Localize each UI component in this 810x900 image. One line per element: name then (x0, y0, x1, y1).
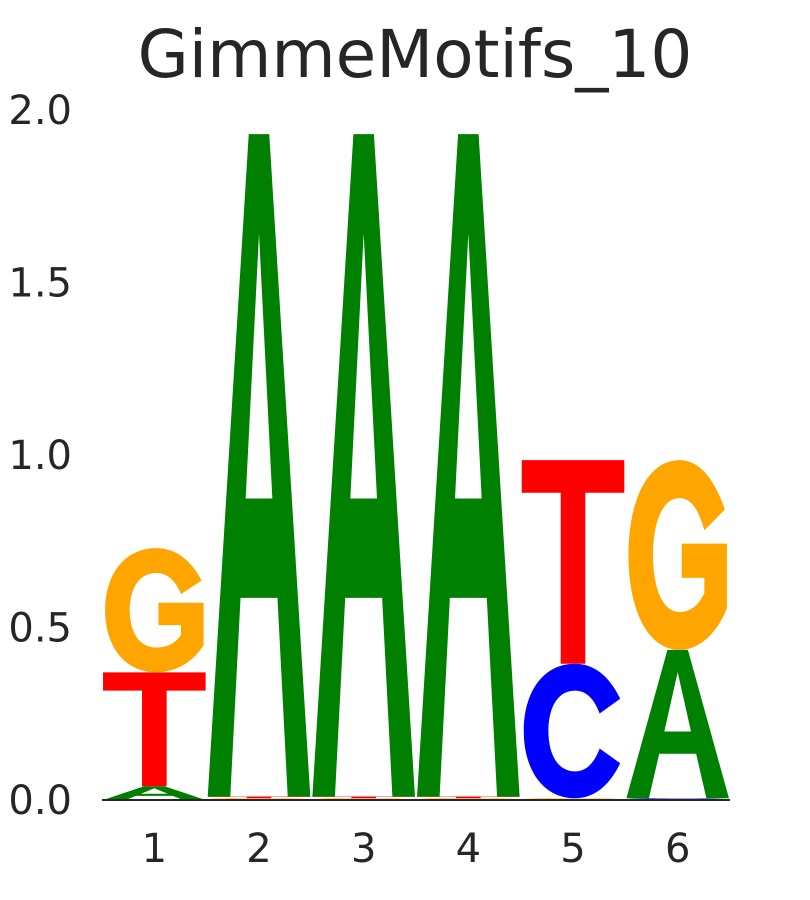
x-tick-label: 2 (246, 826, 271, 872)
y-tick-label: 2.0 (8, 88, 72, 134)
x-tick-label: 6 (665, 826, 690, 872)
y-tick-label: 0.0 (8, 778, 72, 824)
logo-letter-a-pos6 (626, 649, 729, 799)
y-tick-label: 1.5 (8, 261, 72, 307)
y-tick-label: 1.0 (8, 433, 72, 479)
x-tick-label: 1 (142, 826, 167, 872)
chart-title: GimmeMotifs_10 (137, 16, 693, 93)
logo-letter-g-pos1 (105, 548, 204, 673)
logo-letter-a-pos2 (207, 134, 311, 797)
x-tick-label: 4 (456, 826, 481, 872)
logo-letter-t-pos5 (521, 460, 625, 664)
logo-letter-t-pos1 (103, 672, 206, 787)
logo-letter-t-pos2 (207, 796, 311, 799)
logo-letter-g-pos6 (628, 460, 727, 650)
y-tick-label: 0.5 (8, 606, 72, 652)
logo-letter-t-pos3 (312, 796, 415, 799)
x-tick-label: 5 (560, 826, 585, 872)
logo-letters (103, 134, 729, 800)
logo-letter-a-pos1 (103, 786, 206, 800)
y-axis-ticks: 0.0 0.5 1.0 1.5 2.0 (8, 88, 72, 824)
logo-letter-t-pos4 (417, 796, 520, 799)
x-tick-label: 3 (351, 826, 376, 872)
x-axis-ticks: 1 2 3 4 5 6 (142, 826, 691, 872)
logo-letter-a-pos3 (312, 134, 415, 797)
logo-letter-c-pos5 (523, 663, 621, 799)
logo-letter-a-pos4 (417, 134, 520, 797)
